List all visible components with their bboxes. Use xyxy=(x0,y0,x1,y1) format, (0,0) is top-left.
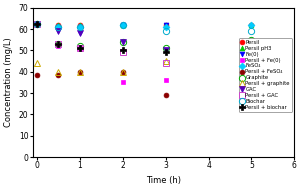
Persil + Fe(0) xyxy=(164,79,167,81)
Line: Persil: Persil xyxy=(35,21,254,27)
Fe(0) xyxy=(57,30,60,32)
Line: Graphite: Graphite xyxy=(34,21,255,51)
Persil + GAC xyxy=(250,66,253,69)
Line: Persil pH3: Persil pH3 xyxy=(35,21,254,27)
Persil pH3 xyxy=(35,22,39,25)
Persil + graphite xyxy=(35,62,39,64)
FeSO₄ xyxy=(121,24,125,26)
Legend: Persil, Persil pH3, Fe(0), Persil + Fe(0), FeSO₄, Persil + FeSO₄, Graphite, Pers: Persil, Persil pH3, Fe(0), Persil + Fe(0… xyxy=(239,38,292,112)
Persil + Fe(0) xyxy=(250,86,253,88)
Line: Fe(0): Fe(0) xyxy=(35,21,254,59)
Persil + GAC xyxy=(35,22,39,25)
FeSO₄ xyxy=(78,26,82,28)
Fe(0) xyxy=(35,22,39,25)
Biochar xyxy=(78,26,82,28)
FeSO₄ xyxy=(57,26,60,28)
Fe(0) xyxy=(121,24,125,26)
Persil pH3 xyxy=(78,24,82,26)
Persil xyxy=(250,24,253,26)
GAC xyxy=(250,56,253,58)
Persil + FeSO₄ xyxy=(250,107,253,109)
Line: Persil + GAC: Persil + GAC xyxy=(34,21,255,70)
GAC xyxy=(57,30,60,32)
Persil xyxy=(78,24,82,26)
Persil xyxy=(164,24,167,26)
Biochar xyxy=(121,24,125,26)
Persil pH3 xyxy=(121,24,125,26)
GAC xyxy=(78,32,82,34)
Persil + FeSO₄ xyxy=(35,74,39,76)
Persil + GAC xyxy=(57,43,60,45)
Persil + graphite xyxy=(164,60,167,62)
Fe(0) xyxy=(250,56,253,58)
Line: Persil + FeSO₄: Persil + FeSO₄ xyxy=(35,69,254,110)
Persil + biochar xyxy=(121,49,125,51)
Persil pH3 xyxy=(57,24,60,26)
Persil + graphite xyxy=(57,70,60,73)
Graphite xyxy=(78,45,82,47)
FeSO₄ xyxy=(35,22,39,25)
Line: Biochar: Biochar xyxy=(34,21,255,34)
Graphite xyxy=(164,47,167,49)
Fe(0) xyxy=(164,24,167,26)
Fe(0) xyxy=(78,32,82,34)
Graphite xyxy=(35,22,39,25)
Persil + biochar xyxy=(250,60,253,62)
GAC xyxy=(35,22,39,25)
Persil + FeSO₄ xyxy=(57,74,60,76)
Persil + graphite xyxy=(250,88,253,90)
X-axis label: Time (h): Time (h) xyxy=(146,176,181,185)
Biochar xyxy=(250,30,253,32)
Y-axis label: Concentration (mg/L): Concentration (mg/L) xyxy=(4,37,13,127)
FeSO₄ xyxy=(164,26,167,28)
Biochar xyxy=(57,26,60,28)
Line: Persil + biochar: Persil + biochar xyxy=(34,21,254,64)
Persil + biochar xyxy=(78,47,82,49)
Graphite xyxy=(250,39,253,41)
Persil + Fe(0) xyxy=(35,22,39,25)
Persil + biochar xyxy=(164,51,167,54)
Biochar xyxy=(164,30,167,32)
Line: Persil + graphite: Persil + graphite xyxy=(34,58,255,92)
Persil xyxy=(35,22,39,25)
Line: FeSO₄: FeSO₄ xyxy=(35,21,254,29)
Persil xyxy=(57,24,60,26)
GAC xyxy=(164,49,167,51)
Biochar xyxy=(35,22,39,25)
Line: Persil + Fe(0): Persil + Fe(0) xyxy=(35,21,254,89)
Persil pH3 xyxy=(250,24,253,26)
Persil + graphite xyxy=(121,70,125,73)
Persil + GAC xyxy=(164,62,167,64)
Persil + biochar xyxy=(57,43,60,45)
Graphite xyxy=(121,41,125,43)
GAC xyxy=(121,41,125,43)
Persil + Fe(0) xyxy=(121,81,125,84)
Persil + Fe(0) xyxy=(78,47,82,49)
Persil + FeSO₄ xyxy=(78,70,82,73)
Persil xyxy=(121,24,125,26)
Persil + GAC xyxy=(78,47,82,49)
Persil + GAC xyxy=(121,51,125,54)
FeSO₄ xyxy=(250,24,253,26)
Persil + FeSO₄ xyxy=(164,94,167,96)
Persil + biochar xyxy=(35,22,39,25)
Graphite xyxy=(57,43,60,45)
Line: GAC: GAC xyxy=(34,21,255,60)
Persil + FeSO₄ xyxy=(121,70,125,73)
Persil + Fe(0) xyxy=(57,45,60,47)
Persil + graphite xyxy=(78,70,82,73)
Persil pH3 xyxy=(164,24,167,26)
